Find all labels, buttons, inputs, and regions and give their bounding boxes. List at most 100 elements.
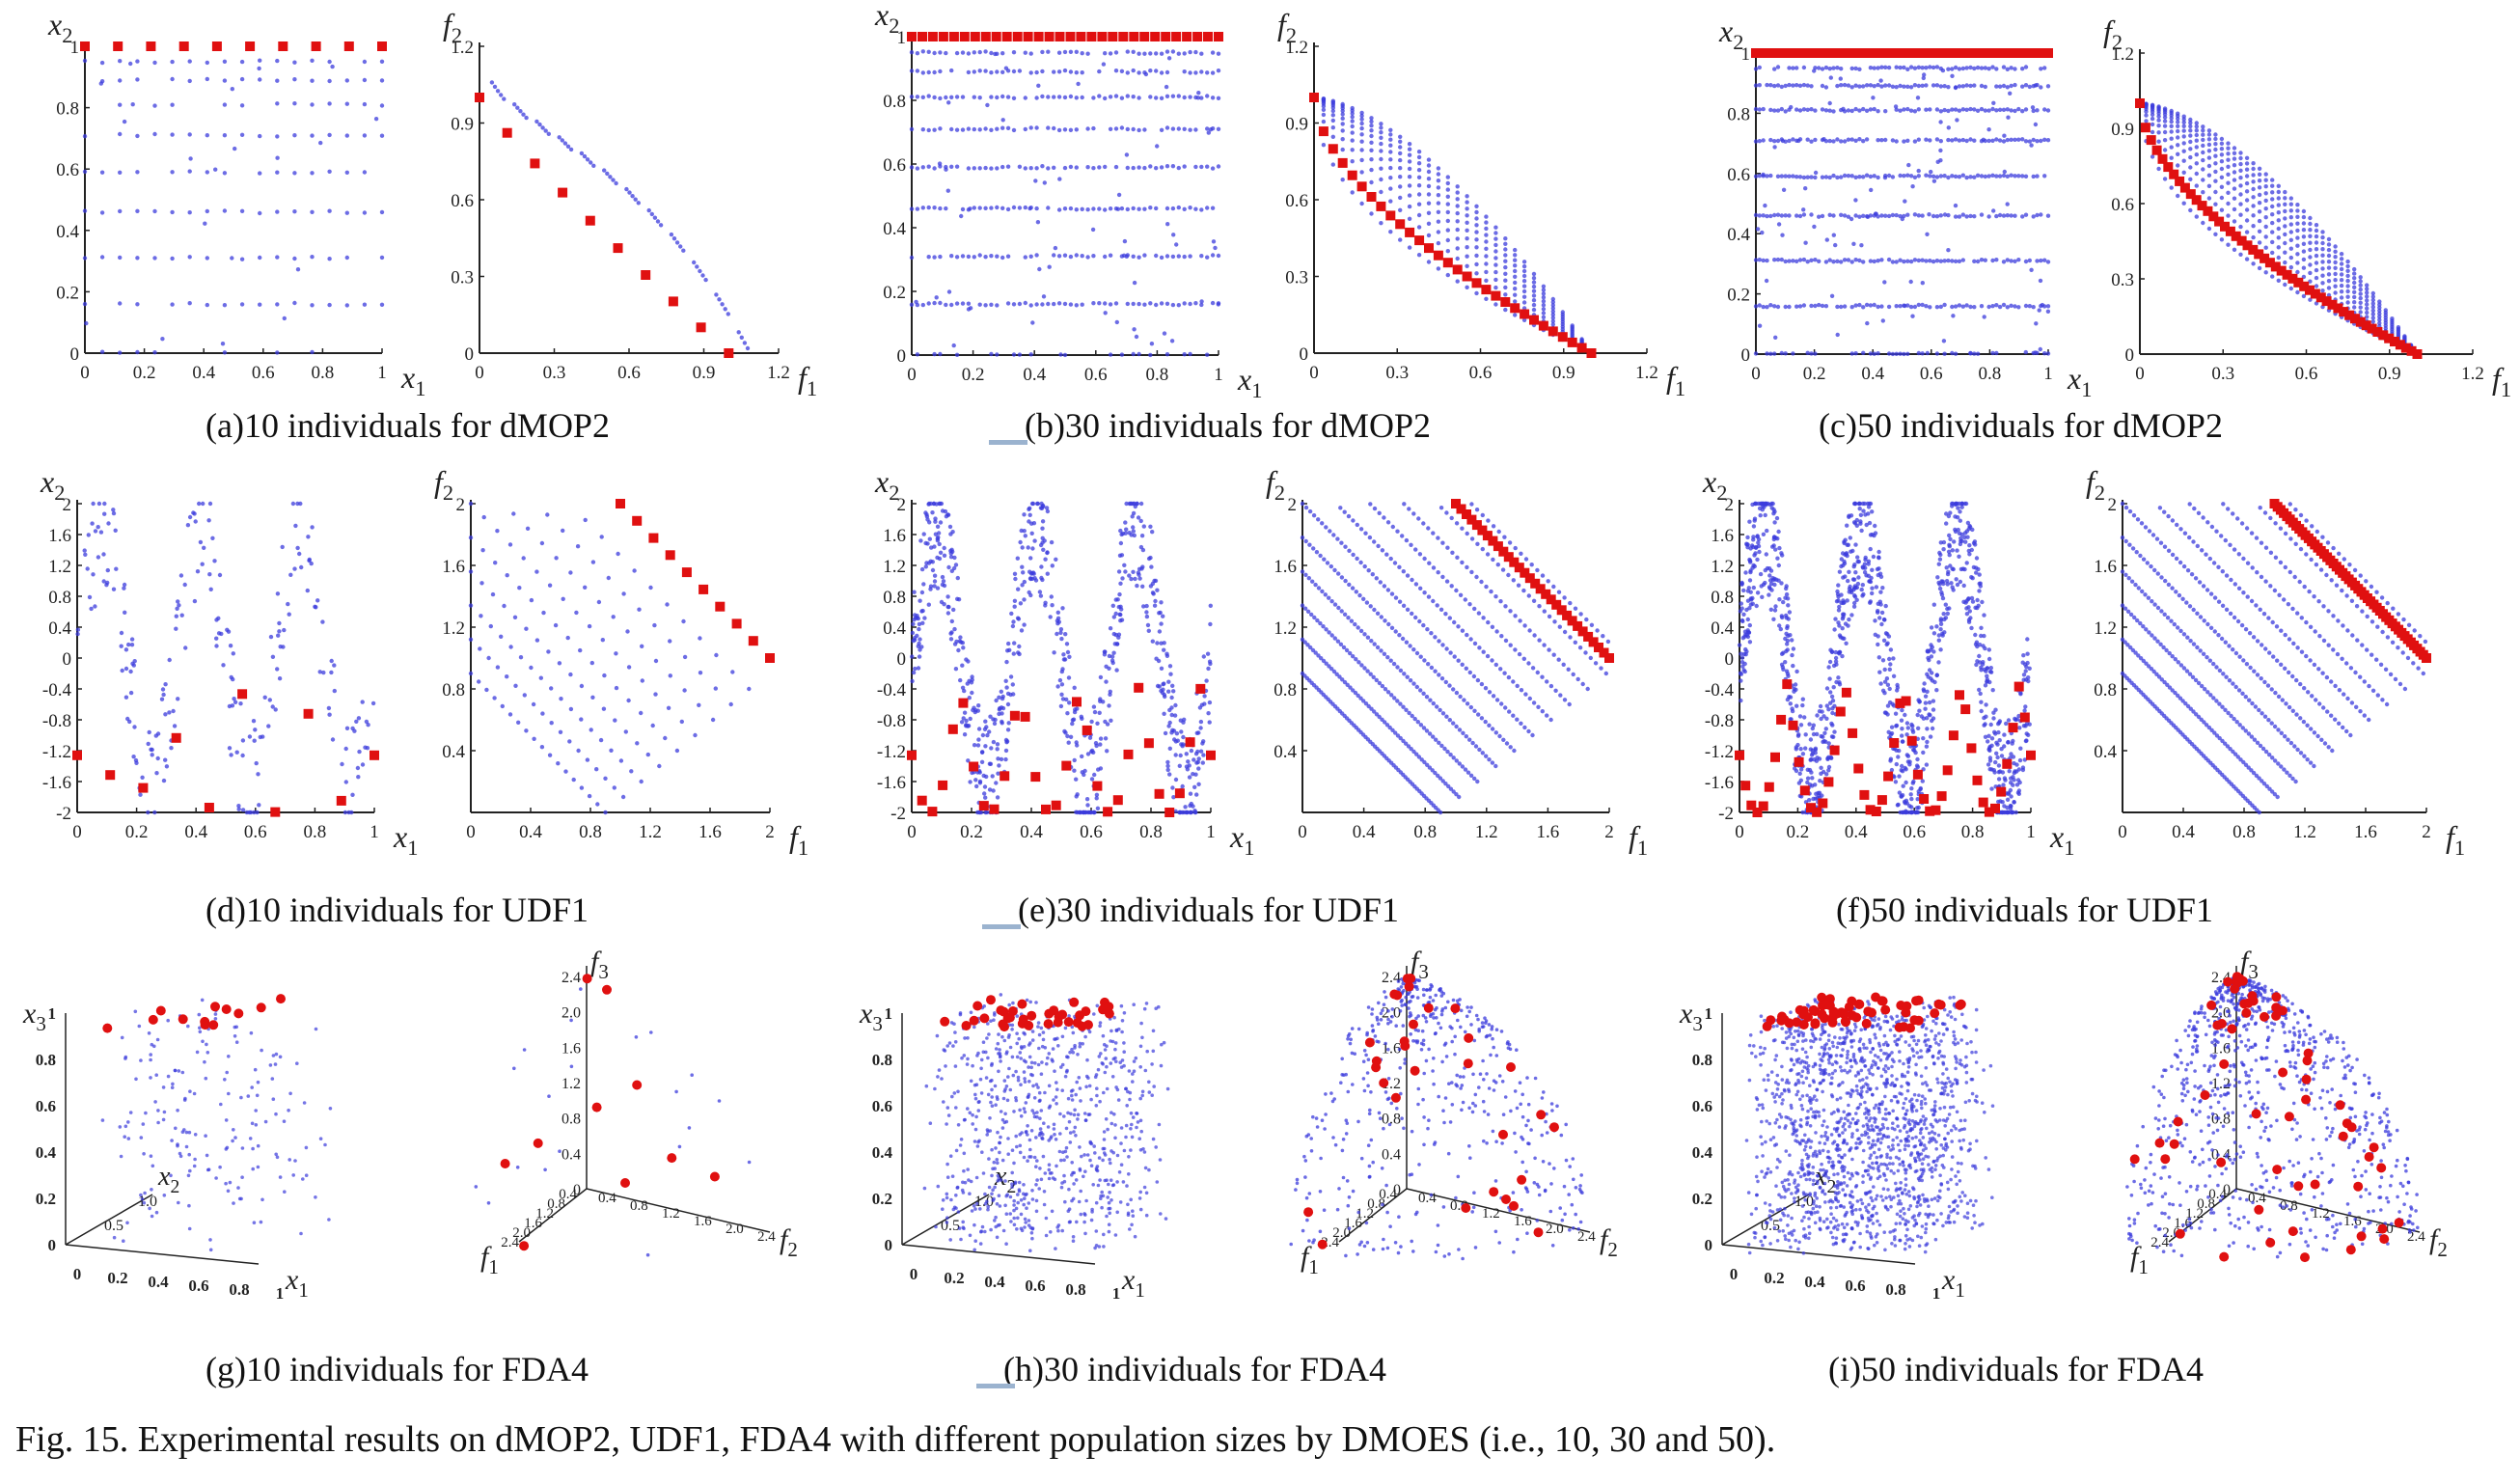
population-point [1174, 778, 1178, 782]
population-point [1769, 608, 1773, 612]
population-point [1148, 206, 1152, 209]
population-point [563, 141, 567, 145]
population-point [179, 573, 183, 577]
x-tick-label: 0 [1309, 363, 1319, 383]
population-point [2024, 304, 2028, 308]
population-point [1394, 595, 1398, 599]
population-point [583, 154, 587, 158]
population-point [2245, 207, 2249, 211]
population-point [327, 303, 331, 307]
population-point [950, 530, 954, 534]
population-point [345, 133, 349, 137]
population-point [1474, 262, 1478, 266]
population-point [1865, 174, 1869, 178]
pareto-point [979, 801, 989, 810]
population-point [2042, 66, 2046, 69]
pareto-point [1309, 93, 1319, 102]
population-point [114, 567, 118, 571]
population-point [1351, 130, 1355, 134]
population-point [2289, 238, 2293, 242]
population-point [1408, 217, 1411, 221]
population-point [1359, 202, 1363, 206]
population-point [1119, 541, 1123, 545]
population-point [955, 128, 959, 132]
population-point [1322, 558, 1326, 562]
pareto-point [981, 32, 991, 41]
population-point [1964, 214, 1968, 218]
x-axis-label: f1 [1629, 819, 1648, 860]
population-point [499, 93, 503, 96]
pareto-point [1577, 343, 1587, 353]
population-point [1075, 127, 1079, 131]
population-point [540, 745, 544, 749]
population-point [223, 208, 227, 212]
pareto-point [337, 796, 346, 806]
population-point [1320, 590, 1324, 593]
population-point [1780, 174, 1784, 178]
population-point [1406, 675, 1410, 679]
population-point [910, 50, 914, 54]
population-point [1417, 176, 1421, 179]
population-point [1832, 729, 1836, 733]
population-point [1762, 213, 1766, 217]
population-point [932, 352, 936, 356]
population-point [1835, 66, 1839, 69]
population-point [937, 531, 941, 535]
population-point [1131, 525, 1135, 529]
population-point [1145, 615, 1149, 618]
population-point [2327, 237, 2331, 241]
population-point [1876, 609, 1879, 613]
population-point [1135, 335, 1138, 339]
population-point [1502, 536, 1506, 539]
population-point [2371, 291, 2375, 295]
population-point [922, 532, 926, 536]
population-point [1022, 597, 1026, 601]
pareto-point [990, 805, 1000, 814]
population-point [1081, 770, 1084, 774]
population-point [1437, 230, 1440, 233]
population-point [1137, 128, 1140, 132]
population-point [1147, 557, 1151, 561]
population-point [1465, 213, 1468, 217]
population-point [1301, 569, 1304, 573]
population-point [1198, 705, 1202, 709]
population-point [1895, 213, 1899, 217]
population-point [1501, 738, 1505, 742]
population-point [2029, 268, 2033, 272]
population-point [556, 761, 560, 765]
population-point [271, 704, 275, 708]
population-point [2207, 184, 2211, 188]
population-point [1388, 144, 1392, 148]
population-point [1739, 601, 1743, 605]
population-point [932, 166, 936, 170]
population-point [1012, 128, 1016, 132]
population-point [1193, 810, 1197, 814]
population-point [1165, 125, 1169, 129]
population-point [1408, 175, 1411, 179]
population-point [1762, 259, 1766, 262]
population-point [1096, 767, 1100, 771]
population-point [1117, 193, 1121, 197]
population-point [183, 583, 187, 587]
population-point [1173, 703, 1177, 707]
population-point [1522, 623, 1526, 627]
population-point [1552, 619, 1556, 623]
population-point [1747, 520, 1751, 524]
population-point [1898, 66, 1902, 69]
population-point [1969, 626, 1973, 630]
population-point [1347, 514, 1351, 518]
population-point [1465, 565, 1468, 569]
population-point [1437, 172, 1440, 176]
population-point [966, 681, 970, 685]
population-point [1058, 631, 1062, 635]
population-point [2365, 290, 2369, 294]
population-point [1994, 214, 1998, 218]
population-point [927, 50, 931, 54]
population-point [83, 208, 87, 212]
pareto-point [1045, 32, 1055, 41]
population-point [1476, 712, 1480, 716]
population-point [253, 728, 257, 731]
pareto-point [1134, 683, 1143, 693]
population-point [1857, 84, 1861, 88]
